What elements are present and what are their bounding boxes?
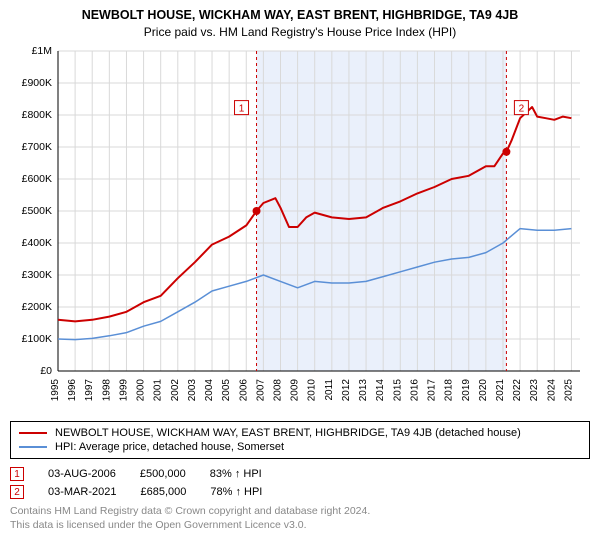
svg-text:2001: 2001 — [153, 379, 164, 402]
annotation-delta: 83% ↑ HPI — [210, 468, 262, 480]
annotation-delta: 78% ↑ HPI — [210, 486, 262, 498]
svg-text:2007: 2007 — [255, 379, 266, 402]
attribution: Contains HM Land Registry data © Crown c… — [10, 505, 590, 532]
annotation-date: 03-MAR-2021 — [48, 486, 116, 498]
annotation-date: 03-AUG-2006 — [48, 468, 116, 480]
svg-text:£0: £0 — [40, 365, 52, 377]
svg-text:1995: 1995 — [50, 379, 61, 402]
legend-swatch-hpi — [19, 446, 47, 448]
svg-text:2017: 2017 — [427, 379, 438, 402]
svg-text:£1M: £1M — [32, 45, 52, 57]
svg-text:£500K: £500K — [22, 205, 52, 217]
svg-text:2000: 2000 — [136, 379, 147, 402]
legend-item: NEWBOLT HOUSE, WICKHAM WAY, EAST BRENT, … — [19, 426, 581, 440]
attribution-line: This data is licensed under the Open Gov… — [10, 519, 590, 533]
svg-text:2003: 2003 — [187, 379, 198, 402]
svg-text:£800K: £800K — [22, 109, 52, 121]
svg-text:2006: 2006 — [238, 379, 249, 402]
annotation-marker: 2 — [10, 485, 24, 499]
svg-text:2025: 2025 — [563, 379, 574, 402]
svg-text:1996: 1996 — [67, 379, 78, 402]
svg-text:2019: 2019 — [461, 379, 472, 402]
svg-text:£700K: £700K — [22, 141, 52, 153]
svg-text:2010: 2010 — [307, 379, 318, 402]
svg-text:2005: 2005 — [221, 379, 232, 402]
svg-text:£900K: £900K — [22, 77, 52, 89]
svg-text:2023: 2023 — [529, 379, 540, 402]
annotation-row: 2 03-MAR-2021 £685,000 78% ↑ HPI — [10, 483, 590, 501]
svg-text:2011: 2011 — [324, 379, 335, 401]
svg-text:2013: 2013 — [358, 379, 369, 402]
svg-text:2018: 2018 — [444, 379, 455, 402]
svg-text:2022: 2022 — [512, 379, 523, 402]
chart-area: £0 £100K £200K £300K £400K £500K £600K £700K £80… — [10, 45, 590, 415]
legend-swatch-house — [19, 432, 47, 434]
svg-text:1998: 1998 — [101, 379, 112, 402]
svg-text:2012: 2012 — [341, 379, 352, 402]
legend: NEWBOLT HOUSE, WICKHAM WAY, EAST BRENT, … — [10, 421, 590, 459]
svg-text:1997: 1997 — [84, 379, 95, 402]
svg-text:1999: 1999 — [118, 379, 129, 402]
svg-text:2024: 2024 — [546, 379, 557, 402]
chart-subtitle: Price paid vs. HM Land Registry's House … — [10, 25, 590, 39]
svg-text:1: 1 — [239, 104, 245, 115]
svg-text:2008: 2008 — [272, 379, 283, 402]
svg-text:2021: 2021 — [495, 379, 506, 402]
svg-text:2014: 2014 — [375, 379, 386, 402]
annotation-marker: 1 — [10, 467, 24, 481]
legend-label: HPI: Average price, detached house, Some… — [55, 441, 284, 453]
svg-text:2009: 2009 — [290, 379, 301, 402]
svg-text:2: 2 — [519, 104, 525, 115]
annotation-row: 1 03-AUG-2006 £500,000 83% ↑ HPI — [10, 465, 590, 483]
svg-text:£200K: £200K — [22, 301, 52, 313]
annotations: 1 03-AUG-2006 £500,000 83% ↑ HPI 2 03-MA… — [10, 465, 590, 501]
svg-text:2020: 2020 — [478, 379, 489, 402]
attribution-line: Contains HM Land Registry data © Crown c… — [10, 505, 590, 519]
chart-title: NEWBOLT HOUSE, WICKHAM WAY, EAST BRENT, … — [10, 8, 590, 22]
annotation-price: £685,000 — [140, 486, 186, 498]
svg-text:2016: 2016 — [409, 379, 420, 402]
svg-text:£100K: £100K — [22, 333, 52, 345]
svg-text:2002: 2002 — [170, 379, 181, 402]
svg-text:2004: 2004 — [204, 379, 215, 402]
svg-text:£600K: £600K — [22, 173, 52, 185]
svg-text:2015: 2015 — [392, 379, 403, 402]
svg-text:£300K: £300K — [22, 269, 52, 281]
legend-item: HPI: Average price, detached house, Some… — [19, 440, 581, 454]
legend-label: NEWBOLT HOUSE, WICKHAM WAY, EAST BRENT, … — [55, 427, 521, 439]
annotation-price: £500,000 — [140, 468, 186, 480]
svg-text:£400K: £400K — [22, 237, 52, 249]
